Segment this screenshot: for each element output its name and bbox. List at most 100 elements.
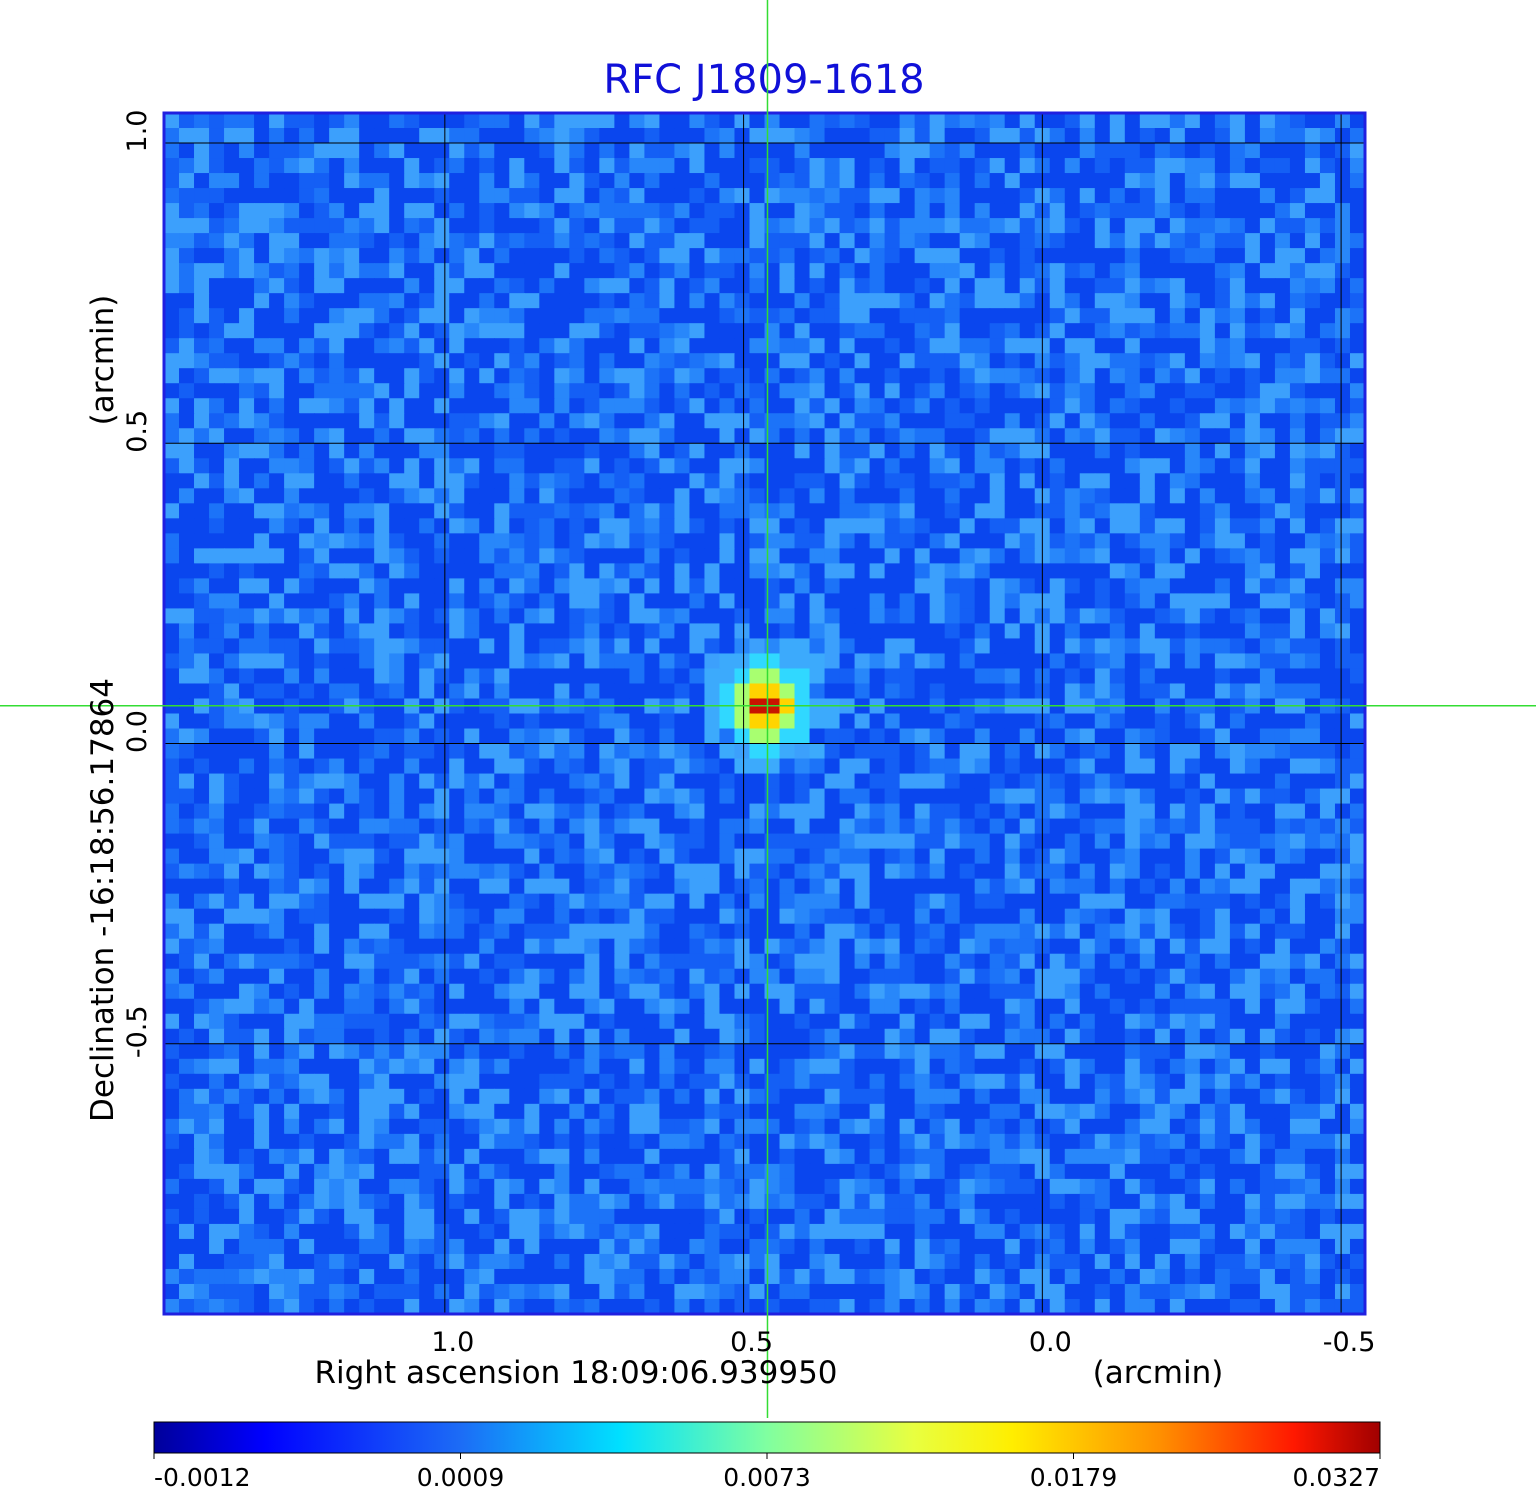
map-pixel [1334, 1028, 1351, 1045]
map-pixel [659, 143, 676, 159]
map-pixel [824, 923, 841, 940]
map-pixel [1139, 293, 1156, 309]
map-pixel [284, 128, 300, 144]
map-pixel [824, 533, 841, 549]
map-pixel [164, 383, 180, 399]
map-pixel [464, 803, 480, 820]
map-pixel [1259, 653, 1276, 670]
map-pixel [959, 683, 976, 700]
map-pixel [1139, 623, 1156, 640]
map-pixel [1094, 623, 1111, 640]
map-pixel [719, 338, 736, 354]
map-pixel [854, 218, 871, 234]
map-pixel [689, 158, 706, 174]
map-pixel [1109, 548, 1126, 564]
map-pixel [239, 1028, 255, 1045]
map-pixel [719, 548, 736, 564]
map-pixel [449, 128, 465, 144]
map-pixel [704, 833, 721, 850]
map-pixel [644, 1028, 661, 1045]
map-pixel [644, 908, 661, 925]
map-pixel [1244, 608, 1261, 625]
map-pixel [1214, 683, 1231, 700]
map-pixel [239, 143, 255, 159]
map-pixel [299, 563, 315, 579]
map-pixel [479, 743, 495, 760]
map-pixel [869, 998, 886, 1015]
map-pixel [209, 998, 225, 1015]
map-pixel [569, 293, 585, 309]
map-pixel [1259, 503, 1276, 519]
map-pixel [329, 533, 345, 549]
map-pixel [809, 788, 826, 805]
map-pixel [434, 173, 450, 189]
map-pixel [674, 188, 691, 204]
map-pixel [1349, 728, 1366, 745]
map-pixel [629, 308, 645, 324]
map-pixel [299, 338, 315, 354]
map-pixel [1079, 1013, 1096, 1030]
map-pixel [704, 113, 721, 129]
map-pixel [1349, 338, 1366, 354]
map-pixel [1169, 548, 1186, 564]
map-pixel [1304, 188, 1321, 204]
map-pixel [554, 353, 570, 369]
map-pixel [764, 938, 781, 955]
map-pixel [1064, 503, 1081, 519]
map-pixel [869, 1013, 886, 1030]
map-pixel [1289, 593, 1306, 610]
map-pixel [449, 233, 465, 249]
map-pixel [749, 578, 766, 594]
map-pixel [1349, 218, 1366, 234]
map-pixel [899, 458, 916, 474]
map-pixel [479, 938, 495, 955]
map-pixel [1139, 278, 1156, 294]
map-pixel [599, 803, 615, 820]
map-pixel [719, 893, 736, 910]
map-pixel [554, 173, 570, 189]
map-pixel [554, 1043, 570, 1060]
map-pixel [179, 158, 195, 174]
map-pixel [419, 758, 435, 775]
map-pixel [1064, 908, 1081, 925]
map-pixel [209, 308, 225, 324]
map-pixel [1079, 338, 1096, 354]
map-pixel [944, 458, 961, 474]
map-pixel [554, 278, 570, 294]
map-pixel [794, 548, 811, 564]
map-pixel [1244, 368, 1261, 384]
map-pixel [1229, 608, 1246, 625]
map-pixel [674, 533, 691, 549]
map-pixel [1199, 803, 1216, 820]
map-pixel [179, 218, 195, 234]
map-pixel [1334, 548, 1351, 564]
map-pixel [1274, 983, 1291, 1000]
map-pixel [494, 1028, 510, 1045]
map-pixel [494, 233, 510, 249]
map-pixel [374, 218, 390, 234]
map-pixel [584, 203, 600, 219]
map-pixel [929, 473, 946, 489]
map-pixel [1064, 728, 1081, 745]
map-pixel [299, 863, 315, 880]
map-pixel [509, 953, 525, 970]
map-pixel [884, 788, 901, 805]
map-pixel [1019, 263, 1036, 279]
map-pixel [1244, 533, 1261, 549]
map-pixel [824, 383, 841, 399]
map-pixel [779, 758, 796, 775]
map-pixel [1094, 818, 1111, 835]
map-pixel [299, 653, 315, 670]
map-pixel [1199, 593, 1216, 610]
map-pixel [1229, 893, 1246, 910]
map-pixel [449, 113, 465, 129]
map-pixel [704, 443, 721, 459]
map-pixel [1304, 833, 1321, 850]
map-pixel [929, 248, 946, 264]
map-pixel [1154, 683, 1171, 700]
map-pixel [1289, 278, 1306, 294]
map-pixel [1259, 833, 1276, 850]
map-pixel [1169, 833, 1186, 850]
map-pixel [1244, 548, 1261, 564]
map-pixel [1169, 728, 1186, 745]
